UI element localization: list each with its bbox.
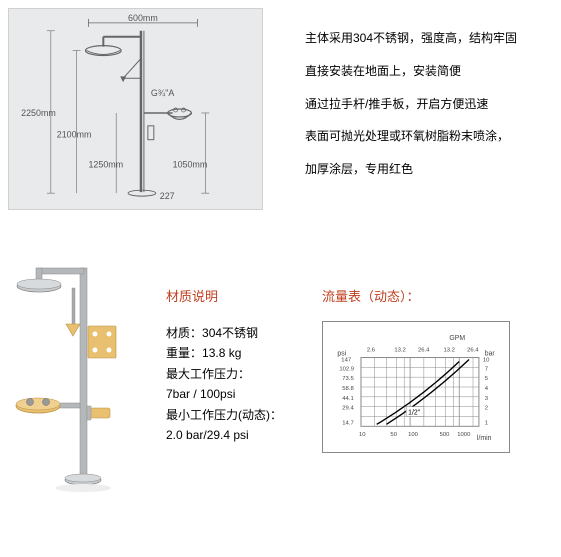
spec-maxpress-value: 7bar / 100psi [166, 384, 282, 404]
dim-base: 227 [160, 191, 175, 201]
svg-text:1: 1 [485, 420, 488, 426]
svg-text:7: 7 [485, 366, 488, 372]
flow-chart: GPM psi bar l/min [322, 321, 510, 453]
dim-h-inner: 1050mm [173, 159, 208, 169]
dim-pipe: G¾"A [151, 88, 175, 98]
spec-material: 材质：304不锈钢 [166, 323, 282, 343]
svg-text:13.2: 13.2 [394, 348, 405, 354]
svg-text:3: 3 [485, 396, 489, 402]
feature-item: 直接安装在地面上，安装简便 [305, 63, 517, 80]
technical-diagram: 600mm G¾"A [8, 8, 263, 210]
spec-minpress-label: 最小工作压力(动态)： [166, 405, 282, 425]
flow-chart-block: 流量表（动态）： GPM psi bar l/min [322, 286, 510, 498]
spec-maxpress-label: 最大工作压力： [166, 364, 282, 384]
dim-width: 600mm [128, 13, 158, 23]
svg-text:10: 10 [359, 432, 366, 438]
chart-unit-bottom: l/min [477, 435, 492, 442]
spec-title: 材质说明 [166, 286, 282, 305]
feature-item: 通过拉手杆/推手板，开启方便迅速 [305, 96, 517, 113]
dim-h-total: 2250mm [21, 108, 56, 118]
svg-text:100: 100 [408, 432, 419, 438]
product-render [8, 258, 138, 498]
feature-item: 加厚涂层，专用红色 [305, 161, 517, 178]
svg-text:5: 5 [485, 376, 489, 382]
svg-text:73.5: 73.5 [342, 376, 354, 382]
svg-text:50: 50 [390, 432, 397, 438]
svg-text:58.8: 58.8 [342, 386, 354, 392]
svg-text:102.9: 102.9 [339, 366, 354, 372]
dim-h-lower: 1250mm [88, 159, 123, 169]
svg-text:500: 500 [440, 432, 451, 438]
spec-weight: 重量：13.8 kg [166, 343, 282, 363]
curve-label: 1/2" [408, 410, 421, 417]
svg-text:14.7: 14.7 [342, 420, 353, 426]
svg-text:147: 147 [341, 357, 351, 363]
feature-item: 主体采用304不锈钢，强度高，结构牢固 [305, 30, 517, 47]
feature-list: 主体采用304不锈钢，强度高，结构牢固 直接安装在地面上，安装简便 通过拉手杆/… [305, 30, 517, 210]
svg-text:10: 10 [483, 357, 490, 363]
svg-text:29.4: 29.4 [342, 406, 354, 412]
chart-unit-top: GPM [449, 335, 465, 342]
svg-text:4: 4 [485, 386, 489, 392]
svg-text:2: 2 [485, 406, 488, 412]
spec-block: 材质说明 材质：304不锈钢 重量：13.8 kg 最大工作压力： 7bar /… [166, 286, 282, 498]
svg-text:1000: 1000 [457, 432, 471, 438]
svg-text:2.6: 2.6 [367, 348, 376, 354]
svg-text:44.1: 44.1 [342, 396, 353, 402]
svg-text:13.2: 13.2 [444, 348, 455, 354]
spec-minpress-value: 2.0 bar/29.4 psi [166, 425, 282, 445]
dim-h-mid: 2100mm [57, 130, 92, 140]
chart-title: 流量表（动态）： [322, 286, 510, 305]
svg-text:26.4: 26.4 [418, 348, 430, 354]
svg-text:26.4: 26.4 [467, 348, 479, 354]
feature-item: 表面可抛光处理或环氧树脂粉末喷涂， [305, 128, 517, 145]
